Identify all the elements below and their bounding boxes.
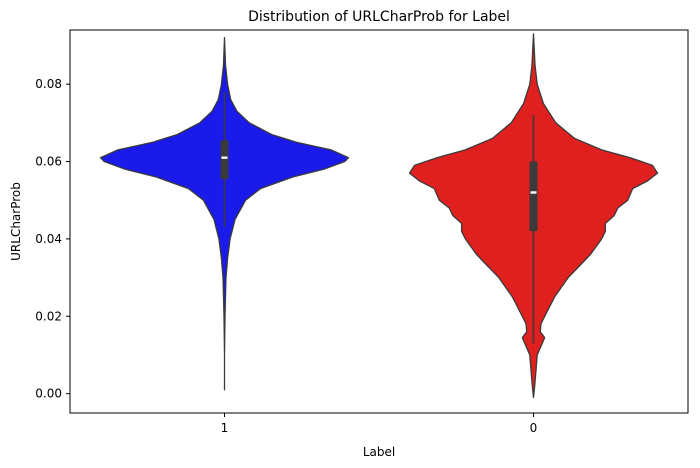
- violin-median-0: [530, 191, 537, 194]
- x-tick-label: 1: [221, 421, 229, 435]
- y-tick-label: 0.00: [35, 387, 62, 401]
- y-tick-label: 0.02: [35, 309, 62, 323]
- violin-iqr-box-1: [220, 140, 229, 179]
- y-tick-label: 0.08: [35, 77, 62, 91]
- chart-title: Distribution of URLCharProb for Label: [248, 9, 510, 25]
- y-axis: 0.00 0.02 0.04 0.06 0.08: [35, 77, 70, 401]
- y-tick-label: 0.04: [35, 232, 62, 246]
- x-axis-title: Label: [363, 445, 395, 459]
- x-tick-label: 0: [530, 421, 538, 435]
- y-tick-label: 0.06: [35, 155, 62, 169]
- violin-median-1: [221, 156, 228, 159]
- violin-group: [99, 33, 659, 399]
- y-axis-title: URLCharProb: [9, 182, 23, 261]
- plot-frame: [69, 29, 689, 414]
- violin-iqr-box-0: [529, 161, 538, 232]
